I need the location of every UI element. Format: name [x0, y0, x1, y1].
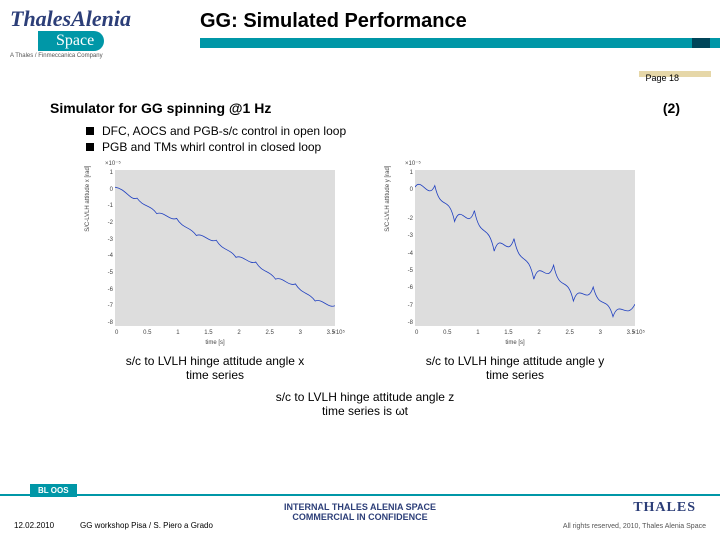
brand-tagline: A Thales / Finmeccanica Company [10, 53, 190, 59]
list-item: DFC, AOCS and PGB-s/c control in open lo… [86, 124, 680, 138]
bullet-list: DFC, AOCS and PGB-s/c control in open lo… [86, 124, 680, 154]
chart-left: ×10⁻⁵ S/C-LVLH attitude x [rad] 10 -1-2 … [85, 160, 345, 350]
content-area: Simulator for GG spinning @1 Hz (2) DFC,… [50, 100, 680, 418]
chart-right-exp-x: ×10⁵ [632, 330, 645, 336]
chart-right-xticks: 00.5 11.5 22.5 33.5 [415, 330, 635, 336]
footer-rights: All rights reserved, 2010, Thales Alenia… [563, 523, 706, 530]
chart-left-caption: s/c to LVLH hinge attitude angle x time … [85, 354, 345, 382]
title-underline [0, 38, 720, 48]
charts-row: ×10⁻⁵ S/C-LVLH attitude x [rad] 10 -1-2 … [50, 160, 680, 382]
footer-date: 12.02.2010 [14, 521, 54, 530]
chart-left-exp-y: ×10⁻⁵ [105, 160, 121, 167]
chart-right-grid [415, 170, 635, 326]
brand-name: ThalesAlenia [10, 6, 190, 32]
chart-right-exp-y: ×10⁻⁵ [405, 160, 421, 167]
chart-left-xticks: 00.5 11.5 22.5 33.5 [115, 330, 335, 336]
chart-right-svg [415, 170, 635, 326]
chart-left-svg [115, 170, 335, 326]
section-heading-row: Simulator for GG spinning @1 Hz (2) [50, 100, 680, 116]
footer-workshop: GG workshop Pisa / S. Piero a Grado [80, 521, 213, 530]
chart-right-ylabel: S/C-LVLH attitude y [rad] [385, 166, 391, 232]
caption-z: s/c to LVLH hinge attitude angle z time … [50, 390, 680, 418]
chart-right-caption: s/c to LVLH hinge attitude angle y time … [385, 354, 645, 382]
chart-column-right: ×10⁻⁵ S/C-LVLH attitude y [rad] 10 -2 -3… [385, 160, 645, 382]
footer: BL OOS 12.02.2010 GG workshop Pisa / S. … [0, 494, 720, 540]
chart-left-grid [115, 170, 335, 326]
footer-internal: INTERNAL THALES ALENIA SPACE COMMERCIAL … [284, 502, 436, 522]
brand-logo: ThalesAlenia Space A Thales / Finmeccani… [10, 6, 190, 59]
chart-left-exp-x: ×10⁵ [332, 330, 345, 336]
chart-left-ylabel: S/C-LVLH attitude x [rad] [85, 166, 91, 232]
chart-right: ×10⁻⁵ S/C-LVLH attitude y [rad] 10 -2 -3… [385, 160, 645, 350]
chart-column-left: ×10⁻⁵ S/C-LVLH attitude x [rad] 10 -1-2 … [85, 160, 345, 382]
chart-left-xlabel: time [s] [205, 340, 224, 346]
page-number: Page 18 [644, 72, 680, 84]
list-item: PGB and TMs whirl control in closed loop [86, 140, 680, 154]
chart-left-yticks: 10 -1-2 -3-4 -5-6 -7-8 [99, 170, 113, 326]
thales-logo: THALES [633, 500, 696, 516]
chart-right-yticks: 10 -2 -3-4 -5-6 -7-8 [399, 170, 413, 326]
chart-right-xlabel: time [s] [505, 340, 524, 346]
page-title: GG: Simulated Performance [200, 10, 720, 33]
section-heading: Simulator for GG spinning @1 Hz [50, 100, 271, 116]
footer-tag: BL OOS [30, 484, 77, 497]
section-heading-num: (2) [663, 100, 680, 116]
